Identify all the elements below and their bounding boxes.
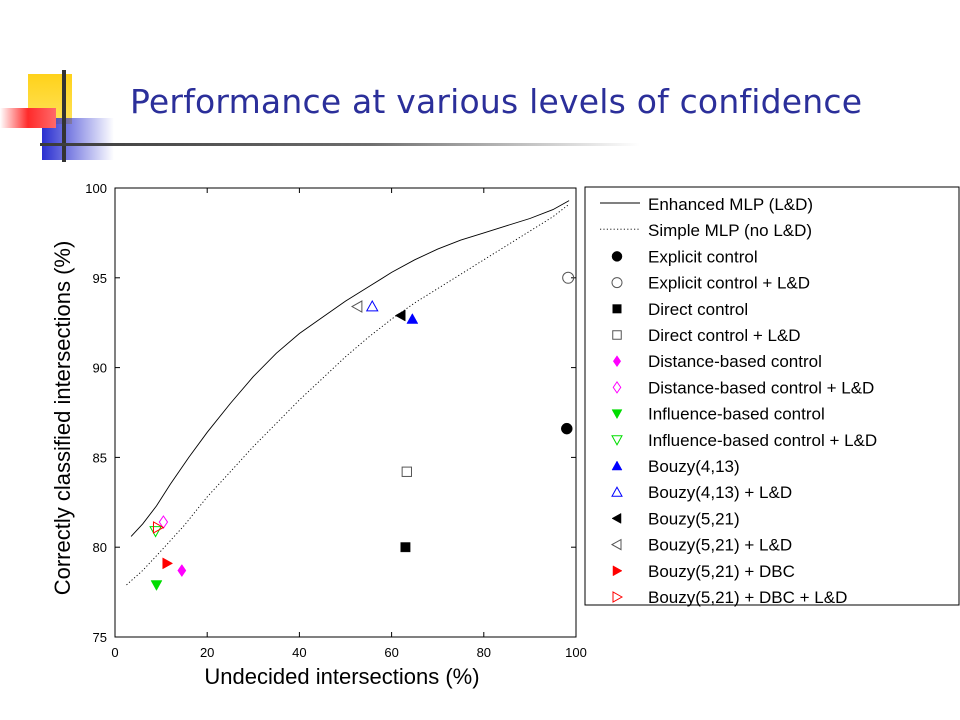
y-tick-label: 75 bbox=[93, 630, 107, 645]
legend-marker bbox=[611, 486, 623, 497]
plot-frame bbox=[114, 187, 577, 638]
legend-label: Bouzy(4,13) + L&D bbox=[648, 483, 792, 502]
axes: 0 20 40 60 80 100 75 80 85 90 95 100 bbox=[85, 181, 587, 660]
legend-label: Enhanced MLP (L&D) bbox=[648, 195, 813, 214]
data-point bbox=[152, 521, 165, 534]
data-point bbox=[394, 309, 406, 322]
legend-label: Bouzy(4,13) bbox=[648, 457, 740, 476]
legend-label: Distance-based control + L&D bbox=[648, 378, 874, 397]
data-point bbox=[150, 580, 163, 591]
legend-marker bbox=[612, 381, 622, 394]
y-tick-label: 95 bbox=[93, 271, 107, 286]
legend-label: Influence-based control + L&D bbox=[648, 431, 877, 450]
data-point bbox=[350, 300, 363, 313]
data-point bbox=[406, 313, 419, 324]
legend-marker bbox=[611, 251, 623, 262]
chart-points bbox=[149, 271, 575, 591]
legend-label: Influence-based control bbox=[648, 405, 825, 424]
legend-label: Bouzy(5,21) + DBC bbox=[648, 562, 795, 581]
y-tick-label: 80 bbox=[93, 540, 107, 555]
x-tick-label: 20 bbox=[200, 645, 214, 660]
legend-marker bbox=[611, 277, 623, 289]
data-point bbox=[561, 422, 573, 435]
legend: Enhanced MLP (L&D) Simple MLP (no L&D) Exp… bbox=[584, 186, 960, 607]
legend-label: Bouzy(5,21) + DBC + L&D bbox=[648, 588, 847, 607]
legend-marker bbox=[611, 512, 622, 524]
data-point bbox=[365, 300, 379, 312]
x-tick-label: 0 bbox=[111, 645, 118, 660]
legend-marker bbox=[612, 330, 622, 340]
simple-mlp-line bbox=[126, 203, 570, 586]
legend-label: Direct control + L&D bbox=[648, 326, 801, 345]
title-rule bbox=[40, 143, 640, 146]
x-tick-label: 60 bbox=[384, 645, 398, 660]
y-tick-label: 100 bbox=[85, 181, 107, 196]
legend-marker bbox=[611, 435, 623, 446]
legend-marker bbox=[611, 409, 623, 420]
legend-label: Explicit control bbox=[648, 247, 758, 266]
data-point bbox=[177, 564, 187, 578]
data-point bbox=[562, 271, 575, 284]
legend-label: Bouzy(5,21) bbox=[648, 509, 740, 528]
legend-box bbox=[584, 186, 960, 606]
x-axis-label: Undecided intersections (%) bbox=[204, 664, 479, 689]
x-tick-label: 80 bbox=[477, 645, 491, 660]
legend-marker bbox=[610, 538, 622, 551]
legend-marker bbox=[611, 460, 623, 471]
legend-label: Distance-based control bbox=[648, 352, 822, 371]
legend-label: Direct control bbox=[648, 300, 748, 319]
data-point bbox=[162, 557, 174, 570]
legend-label: Bouzy(5,21) + L&D bbox=[648, 536, 792, 555]
data-point bbox=[400, 542, 411, 553]
deco-red-bar bbox=[0, 108, 56, 128]
legend-marker bbox=[612, 304, 622, 314]
x-tick-label: 100 bbox=[565, 645, 587, 660]
y-tick-label: 90 bbox=[93, 361, 107, 376]
y-tick-label: 85 bbox=[93, 450, 107, 465]
deco-vertical-line bbox=[62, 70, 66, 162]
title-decoration bbox=[0, 70, 114, 162]
legend-label: Explicit control + L&D bbox=[648, 274, 810, 293]
chart-lines bbox=[126, 200, 570, 586]
data-point bbox=[149, 526, 162, 538]
enhanced-mlp-line bbox=[130, 200, 570, 537]
legend-marker bbox=[612, 355, 622, 368]
legend-marker bbox=[612, 565, 623, 577]
data-point bbox=[401, 466, 412, 477]
data-point bbox=[158, 515, 169, 529]
x-tick-label: 40 bbox=[292, 645, 306, 660]
legend-marker bbox=[612, 591, 624, 603]
legend-label: Simple MLP (no L&D) bbox=[648, 221, 812, 240]
y-axis-label: Correctly classified intersections (%) bbox=[50, 241, 75, 596]
slide-title: Performance at various levels of confide… bbox=[130, 82, 863, 121]
